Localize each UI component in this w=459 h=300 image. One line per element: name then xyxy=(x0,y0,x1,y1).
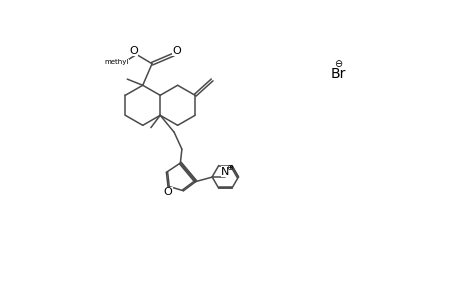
Text: $\mathregular{⊕}$: $\mathregular{⊕}$ xyxy=(225,163,234,172)
Text: Br: Br xyxy=(330,67,345,81)
Text: ⊖: ⊖ xyxy=(333,59,341,70)
Text: O: O xyxy=(129,46,138,56)
Text: O: O xyxy=(163,187,172,197)
Text: O: O xyxy=(172,46,181,56)
Text: methyl: methyl xyxy=(104,59,129,65)
Text: N: N xyxy=(221,167,229,176)
